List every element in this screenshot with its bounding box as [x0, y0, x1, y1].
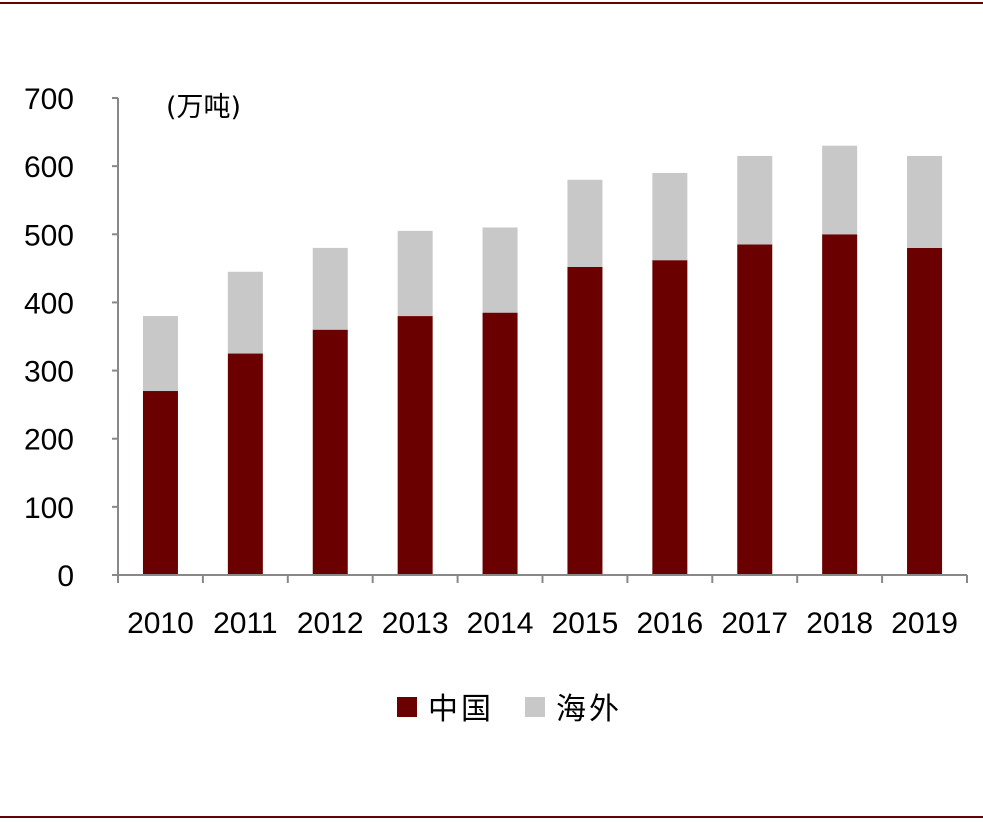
bar-china-2019	[907, 247, 943, 575]
x-axis-ticks: 2010 2011 2012 2013 2014 2015 2016 2017 2018 2019	[117, 575, 968, 640]
bar-china-2013	[397, 316, 433, 575]
bar-china-2017	[737, 244, 773, 575]
y-axis-ticks: 0 100 200 300 400 500 600 700	[24, 83, 118, 593]
unit-label: (万吨)	[166, 92, 241, 123]
x-tick-label: 2011	[213, 607, 278, 640]
legend-label-china: 中国	[428, 692, 494, 727]
bar-china-2011	[227, 353, 263, 575]
x-tick-label: 2013	[382, 607, 449, 640]
legend-swatch-china	[397, 697, 417, 717]
y-tick-label: 700	[24, 83, 74, 116]
x-tick-label: 2015	[552, 607, 619, 640]
x-tick-label: 2016	[636, 607, 703, 640]
x-tick-label: 2014	[467, 607, 534, 640]
bar-china-2018	[822, 234, 858, 576]
bar-overseas-2015	[567, 179, 603, 267]
x-tick-label: 2010	[127, 607, 194, 640]
bar-china-2016	[652, 260, 688, 575]
bar-overseas-2013	[397, 230, 433, 317]
y-tick-label: 500	[24, 219, 74, 252]
bar-overseas-2014	[482, 227, 518, 313]
bar-overseas-2018	[822, 145, 858, 235]
legend: 中国 海外	[397, 692, 622, 727]
bar-overseas-2012	[312, 247, 348, 330]
bar-china-2010	[142, 391, 178, 575]
bar-overseas-2019	[907, 155, 943, 248]
y-tick-label: 0	[57, 560, 74, 593]
bar-china-2015	[567, 266, 603, 575]
x-tick-label: 2012	[297, 607, 364, 640]
bar-overseas-2011	[227, 271, 263, 354]
bar-china-2014	[482, 312, 518, 575]
x-tick-label: 2017	[721, 607, 788, 640]
bar-overseas-2017	[737, 155, 773, 245]
bar-china-2012	[312, 329, 348, 575]
y-tick-label: 300	[24, 356, 74, 389]
legend-label-overseas: 海外	[556, 692, 622, 727]
y-tick-label: 400	[24, 287, 74, 320]
bars	[142, 145, 943, 576]
x-tick-label: 2018	[806, 607, 873, 640]
bar-overseas-2016	[652, 172, 688, 261]
y-tick-label: 200	[24, 424, 74, 457]
bar-overseas-2010	[142, 316, 178, 392]
y-tick-label: 600	[24, 151, 74, 184]
y-tick-label: 100	[24, 492, 74, 525]
legend-swatch-overseas	[525, 697, 545, 717]
x-tick-label: 2019	[891, 607, 958, 640]
